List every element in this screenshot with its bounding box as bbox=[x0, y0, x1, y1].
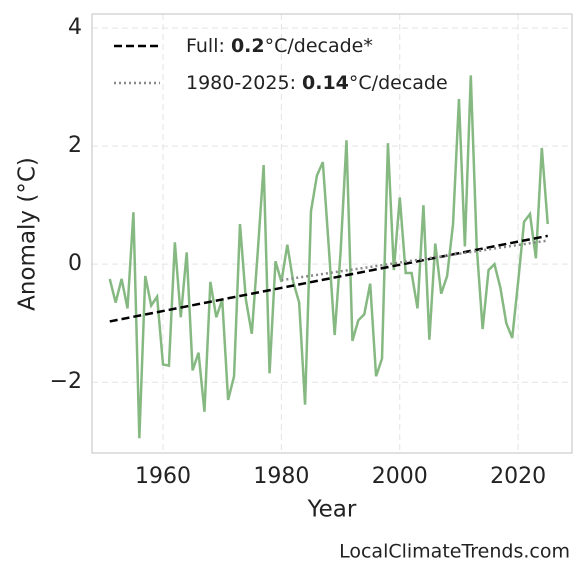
legend-text: °C/decade bbox=[349, 72, 448, 94]
plot-frame bbox=[91, 13, 573, 454]
x-tick-label: 1980 bbox=[253, 464, 309, 489]
y-tick-label: 4 bbox=[68, 15, 82, 40]
data-line bbox=[281, 239, 548, 282]
x-tick-label: 1960 bbox=[135, 464, 191, 489]
source: LocalClimateTrends.com bbox=[339, 541, 570, 563]
y-tick-label: 0 bbox=[68, 251, 82, 276]
x-tick-label: 2000 bbox=[372, 464, 428, 489]
legend-label: Full: 0.2°C/decade* bbox=[186, 35, 373, 57]
data-line bbox=[109, 234, 548, 323]
x-axis-label: Year bbox=[307, 497, 357, 523]
x-tick-label: 2020 bbox=[490, 464, 546, 489]
legend-label: 1980-2025: 0.14°C/decade bbox=[186, 72, 448, 94]
y-tick-label: 2 bbox=[68, 133, 82, 158]
legend-text: 0.2 bbox=[231, 35, 265, 57]
data-line bbox=[108, 75, 549, 439]
legend-text: 1980-2025: bbox=[186, 72, 302, 94]
legend-text: 0.14 bbox=[302, 72, 349, 94]
y-axis-label: Anomaly (°C) bbox=[15, 157, 41, 311]
legend-text: °C/decade* bbox=[265, 35, 373, 57]
legend-text: Full: bbox=[186, 35, 231, 57]
y-tick-label: −2 bbox=[50, 369, 82, 394]
